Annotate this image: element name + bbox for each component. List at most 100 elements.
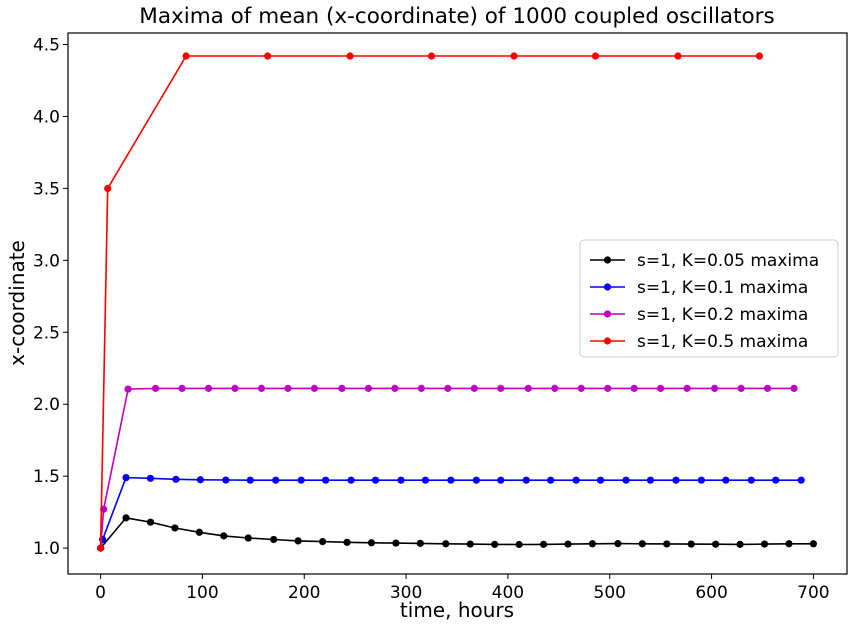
x-tick-label: 500 xyxy=(594,583,626,603)
data-point xyxy=(510,52,518,60)
data-point xyxy=(539,540,548,548)
data-point xyxy=(231,384,239,392)
data-point xyxy=(683,384,691,392)
data-point xyxy=(564,540,572,548)
data-point xyxy=(722,476,730,484)
data-point xyxy=(470,384,478,392)
series-layer xyxy=(96,52,817,552)
legend-label: s=1, K=0.05 maxima xyxy=(637,251,819,271)
data-point xyxy=(472,476,480,484)
data-point xyxy=(122,514,130,522)
data-point xyxy=(515,540,523,549)
x-axis-label: time, hours xyxy=(400,598,514,622)
x-tick-label: 100 xyxy=(186,583,218,603)
data-point xyxy=(343,538,351,546)
data-point xyxy=(447,476,455,484)
data-point xyxy=(270,535,278,544)
x-tick-label: 200 xyxy=(288,583,320,603)
data-point xyxy=(638,540,646,548)
data-point xyxy=(547,476,555,484)
data-point xyxy=(244,534,252,542)
data-point xyxy=(146,518,155,526)
data-point xyxy=(755,52,764,60)
data-point xyxy=(630,384,638,392)
data-point xyxy=(96,544,105,552)
data-point xyxy=(596,476,605,484)
legend-marker xyxy=(603,256,612,264)
data-point xyxy=(663,540,671,548)
data-point xyxy=(551,384,559,392)
data-point xyxy=(196,476,204,484)
data-point xyxy=(712,540,720,548)
data-point xyxy=(346,52,354,60)
y-tick-label: 4.0 xyxy=(33,107,60,127)
data-point xyxy=(220,532,228,540)
data-point xyxy=(417,384,425,392)
data-point xyxy=(322,476,330,484)
y-tick-label: 2.5 xyxy=(33,323,60,343)
series-2 xyxy=(96,473,805,552)
data-point xyxy=(674,52,682,60)
data-point xyxy=(809,540,817,548)
x-tick-label: 700 xyxy=(797,583,829,603)
data-point xyxy=(222,476,230,484)
data-point xyxy=(122,473,130,482)
data-point xyxy=(294,537,302,545)
plot-frame xyxy=(67,32,848,575)
series-4 xyxy=(96,52,764,552)
data-point xyxy=(697,476,705,484)
data-point xyxy=(790,384,798,392)
data-point xyxy=(760,540,769,548)
x-tick-label: 600 xyxy=(695,583,727,603)
series-line xyxy=(99,476,802,549)
data-point xyxy=(427,52,436,60)
data-point xyxy=(646,476,655,484)
series-line xyxy=(99,55,760,549)
legend: s=1, K=0.05 maxima s=1, K=0.1 maxima s=1, … xyxy=(579,239,839,358)
y-tick-label: 3.0 xyxy=(33,251,60,271)
data-point xyxy=(497,476,505,484)
data-point xyxy=(124,385,132,393)
y-tick-label: 2.0 xyxy=(33,395,60,415)
data-point xyxy=(257,384,266,392)
data-point xyxy=(146,474,155,482)
data-point xyxy=(672,476,680,484)
data-point xyxy=(797,476,805,484)
data-point xyxy=(572,476,580,484)
x-axis-ticks: 0 100 200 300 400 500 600 700 xyxy=(95,574,830,603)
series-line xyxy=(99,387,794,549)
legend-label: s=1, K=0.2 maxima xyxy=(637,305,808,325)
data-point xyxy=(687,540,695,548)
legend-box xyxy=(579,239,839,358)
y-axis-ticks: 1.0 1.5 2.0 2.5 3.0 3.5 4.0 4.5 xyxy=(33,36,68,559)
data-point xyxy=(711,384,719,392)
data-point xyxy=(622,476,630,484)
data-point xyxy=(763,384,772,392)
data-point xyxy=(151,384,160,392)
data-point xyxy=(284,384,292,392)
data-point xyxy=(604,384,612,392)
data-point xyxy=(364,384,372,392)
data-point xyxy=(172,475,180,483)
data-point xyxy=(421,476,430,484)
data-point xyxy=(466,540,474,548)
data-point xyxy=(318,538,327,546)
data-point xyxy=(614,540,622,548)
data-point xyxy=(367,539,376,547)
data-point xyxy=(416,539,424,547)
data-point xyxy=(104,184,112,192)
y-axis-label: x-coordinate xyxy=(5,240,29,366)
data-point xyxy=(442,540,450,548)
legend-label: s=1, K=0.5 maxima xyxy=(637,332,808,352)
data-point xyxy=(171,524,179,532)
legend-label: s=1, K=0.1 maxima xyxy=(637,278,808,298)
data-point xyxy=(246,476,254,484)
data-point xyxy=(577,384,585,392)
series-line xyxy=(99,517,814,549)
data-point xyxy=(347,476,355,484)
data-point xyxy=(297,476,305,484)
data-point xyxy=(272,476,280,484)
data-point xyxy=(338,384,346,392)
data-point xyxy=(736,540,744,548)
